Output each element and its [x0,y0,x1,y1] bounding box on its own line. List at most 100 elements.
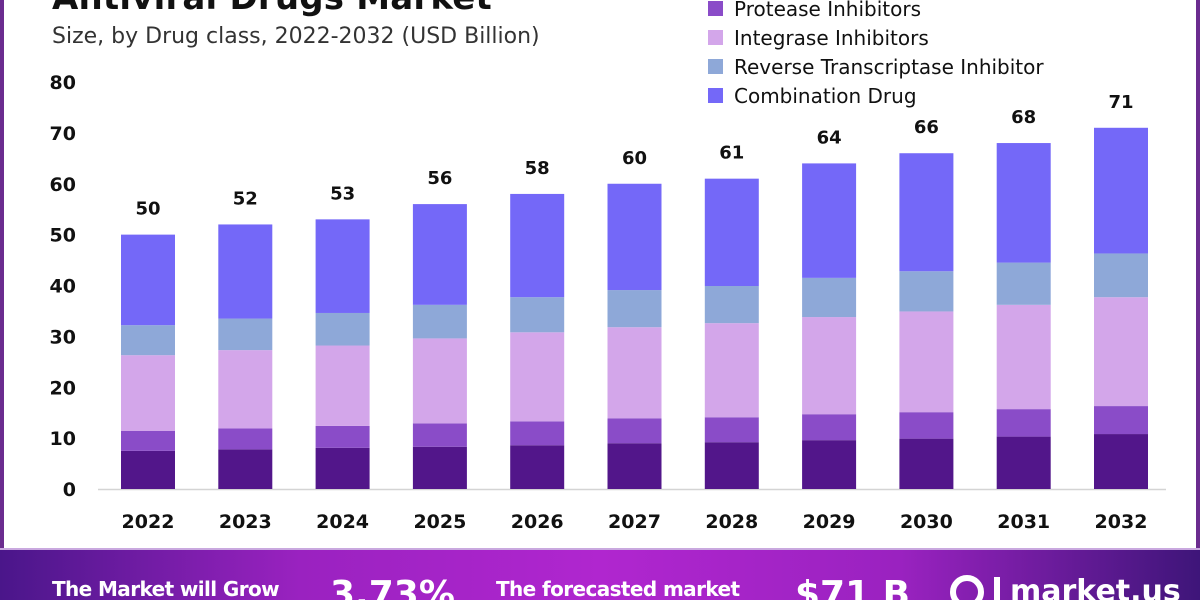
bar-segment-reverse-transcriptase-inhibitor [510,297,565,333]
legend-swatch [708,59,723,74]
y-tick-label: 50 [50,225,76,247]
bar-segment-combination-drug [218,224,273,319]
y-tick-label: 70 [50,123,76,145]
bar-segment-other-unlabeled [510,445,565,489]
y-tick-label: 60 [50,174,76,196]
bar-total-label: 66 [914,117,939,138]
footer-forecast-value: $71 B [795,574,911,600]
bar-segment-reverse-transcriptase-inhibitor [218,318,273,351]
bar-segment-reverse-transcriptase-inhibitor [1094,253,1148,298]
bar-segment-combination-drug [996,143,1051,263]
bar-total-label: 56 [427,168,452,189]
x-tick-label: 2027 [608,511,661,533]
bar-segment-integrase-inhibitors [607,327,662,419]
legend-item-reverse-transcriptase: Reverse Transcriptase Inhibitor [708,52,1044,81]
bar-segment-reverse-transcriptase-inhibitor [121,325,175,356]
frame-border-left [0,0,4,548]
y-tick-label: 0 [63,479,76,501]
bar-segment-protease-inhibitors [412,423,467,447]
x-tick-label: 2032 [1095,511,1148,533]
legend-item-protease: Protease Inhibitors [708,0,1044,23]
x-tick-label: 2030 [900,511,953,533]
bar-total-label: 60 [622,148,647,169]
legend: Protease Inhibitors Integrase Inhibitors… [708,0,1044,110]
bar-segment-integrase-inhibitors [510,332,565,422]
bar-segment-other-unlabeled [996,436,1051,489]
legend-label: Protease Inhibitors [734,0,921,21]
bar-segment-other-unlabeled [1094,434,1148,489]
bar-segment-protease-inhibitors [315,425,370,448]
y-tick-label: 40 [50,276,76,298]
bar-segment-integrase-inhibitors [1094,297,1148,407]
bar-total-label: 68 [1011,107,1036,128]
chart-title: Antiviral Drugs Market [52,0,492,18]
legend-label: Combination Drug [734,83,917,108]
bar-segment-integrase-inhibitors [802,317,857,415]
bar-total-label: 50 [135,199,160,220]
legend-swatch [708,1,723,16]
bar-segment-protease-inhibitors [510,421,565,446]
bar-segment-protease-inhibitors [607,418,662,444]
brand-logo: market.us [950,574,1181,600]
legend-label: Reverse Transcriptase Inhibitor [734,54,1044,79]
legend-item-combination: Combination Drug [708,81,1044,110]
x-tick-label: 2023 [219,511,272,533]
x-tick-label: 2031 [997,511,1050,533]
legend-swatch [708,30,723,45]
bar-segment-integrase-inhibitors [218,350,273,429]
x-tick-label: 2022 [122,511,175,533]
x-tick-label: 2026 [511,511,564,533]
footer-forecast-text: The forecasted market [496,577,740,600]
bar-total-label: 71 [1108,92,1133,113]
x-tick-label: 2025 [413,511,466,533]
brand-name: market.us [1010,574,1181,600]
y-tick-label: 20 [50,377,76,399]
bar-segment-reverse-transcriptase-inhibitor [607,290,662,328]
bar-segment-combination-drug [802,163,857,278]
legend-label: Integrase Inhibitors [734,25,929,50]
chart-subtitle: Size, by Drug class, 2022-2032 (USD Bill… [52,24,540,49]
bar-segment-other-unlabeled [802,440,857,489]
footer-banner: The Market will Grow 3.73% The forecaste… [0,548,1200,600]
brand-logo-bar-icon [994,576,1000,600]
bar-segment-other-unlabeled [218,449,273,489]
x-tick-label: 2029 [803,511,856,533]
bar-segment-protease-inhibitors [899,412,954,439]
brand-logo-icon [950,574,984,600]
bar-segment-reverse-transcriptase-inhibitor [315,312,370,346]
bar-total-label: 52 [233,188,258,209]
bar-segment-other-unlabeled [704,442,759,489]
bar-segment-reverse-transcriptase-inhibitor [704,286,759,324]
bar-total-label: 64 [817,127,842,148]
legend-item-integrase: Integrase Inhibitors [708,23,1044,52]
legend-swatch [708,88,723,103]
bar-segment-integrase-inhibitors [412,338,467,424]
bar-segment-integrase-inhibitors [899,311,954,413]
bar-segment-integrase-inhibitors [996,304,1051,410]
x-tick-label: 2028 [705,511,758,533]
bar-segment-integrase-inhibitors [121,355,175,432]
bar-segment-reverse-transcriptase-inhibitor [996,262,1051,305]
bar-segment-protease-inhibitors [802,414,857,441]
bar-segment-protease-inhibitors [121,431,175,451]
bar-segment-protease-inhibitors [996,409,1051,437]
bar-total-label: 61 [719,143,744,164]
bar-segment-combination-drug [121,234,175,326]
bar-segment-combination-drug [510,193,565,298]
y-tick-label: 30 [50,326,76,348]
bar-segment-combination-drug [607,183,662,291]
bar-total-label: 53 [330,183,355,204]
bar-segment-integrase-inhibitors [315,345,370,426]
footer-cagr: 3.73% [330,574,455,600]
y-tick-label: 80 [50,72,76,94]
bar-segment-protease-inhibitors [1094,406,1148,435]
bar-segment-combination-drug [899,153,954,272]
bar-total-label: 58 [525,158,550,179]
y-tick-label: 10 [50,428,76,450]
bar-segment-combination-drug [704,178,759,287]
bar-segment-combination-drug [315,219,370,313]
footer-grow-text: The Market will Grow [52,577,280,600]
x-tick-label: 2024 [316,511,369,533]
bar-segment-other-unlabeled [607,443,662,489]
bar-segment-reverse-transcriptase-inhibitor [899,271,954,312]
